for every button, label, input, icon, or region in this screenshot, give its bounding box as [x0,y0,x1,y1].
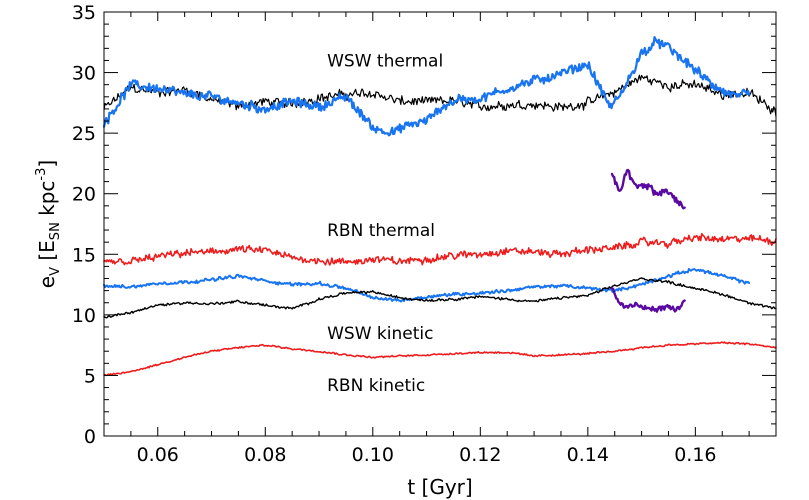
y-label-sup: -3 [34,168,49,181]
series-line-8 [610,287,686,313]
y-tick-label: 15 [72,244,96,266]
series-lines [102,35,777,377]
y-tick-label: 30 [72,63,96,85]
axes [103,11,777,437]
tick-labels: 0.06 0.08 0.10 0.12 0.14 0.16 0 5 10 15 20 25 30 35 [72,2,717,466]
y-tick-label: 10 [72,305,96,327]
y-label-base: e [35,276,59,288]
series-line-3 [103,233,777,266]
series-line-2 [102,35,751,137]
y-axis-label: eV [ESN kpc-3] [34,160,63,288]
x-tick-label: 0.14 [567,444,609,466]
series-line-7 [610,168,686,210]
y-label-sub2: SN [48,222,63,240]
y-tick-label: 35 [72,2,96,24]
x-axis-label: t [Gyr] [407,475,472,499]
plot-frame [103,11,777,437]
annotations: WSW thermal RBN thermal WSW kinetic RBN kin… [327,52,443,397]
series-annotation: RBN kinetic [327,376,425,396]
y-tick-label: 5 [84,365,96,387]
x-tick-label: 0.10 [352,444,394,466]
series-annotation: WSW thermal [327,52,443,72]
ticks [103,11,777,437]
y-tick-label: 25 [72,123,96,145]
y-label-bracket-open: [E [35,240,59,267]
y-label-sub1: V [48,267,63,276]
series-annotation: WSW kinetic [327,324,433,344]
x-tick-label: 0.08 [244,444,286,466]
x-tick-label: 0.06 [137,444,179,466]
x-tick-label: 0.12 [459,444,501,466]
series-annotation: RBN thermal [327,221,435,241]
x-tick-label: 0.16 [674,444,716,466]
series-line-5 [103,277,777,319]
y-tick-label: 0 [84,426,96,448]
y-label-bracket-close: ] [35,160,59,168]
series-line-1 [103,74,777,118]
series-line-6 [103,341,777,377]
y-tick-label: 20 [72,184,96,206]
y-label-mid: kpc [35,181,59,223]
series-line-4 [103,268,751,303]
